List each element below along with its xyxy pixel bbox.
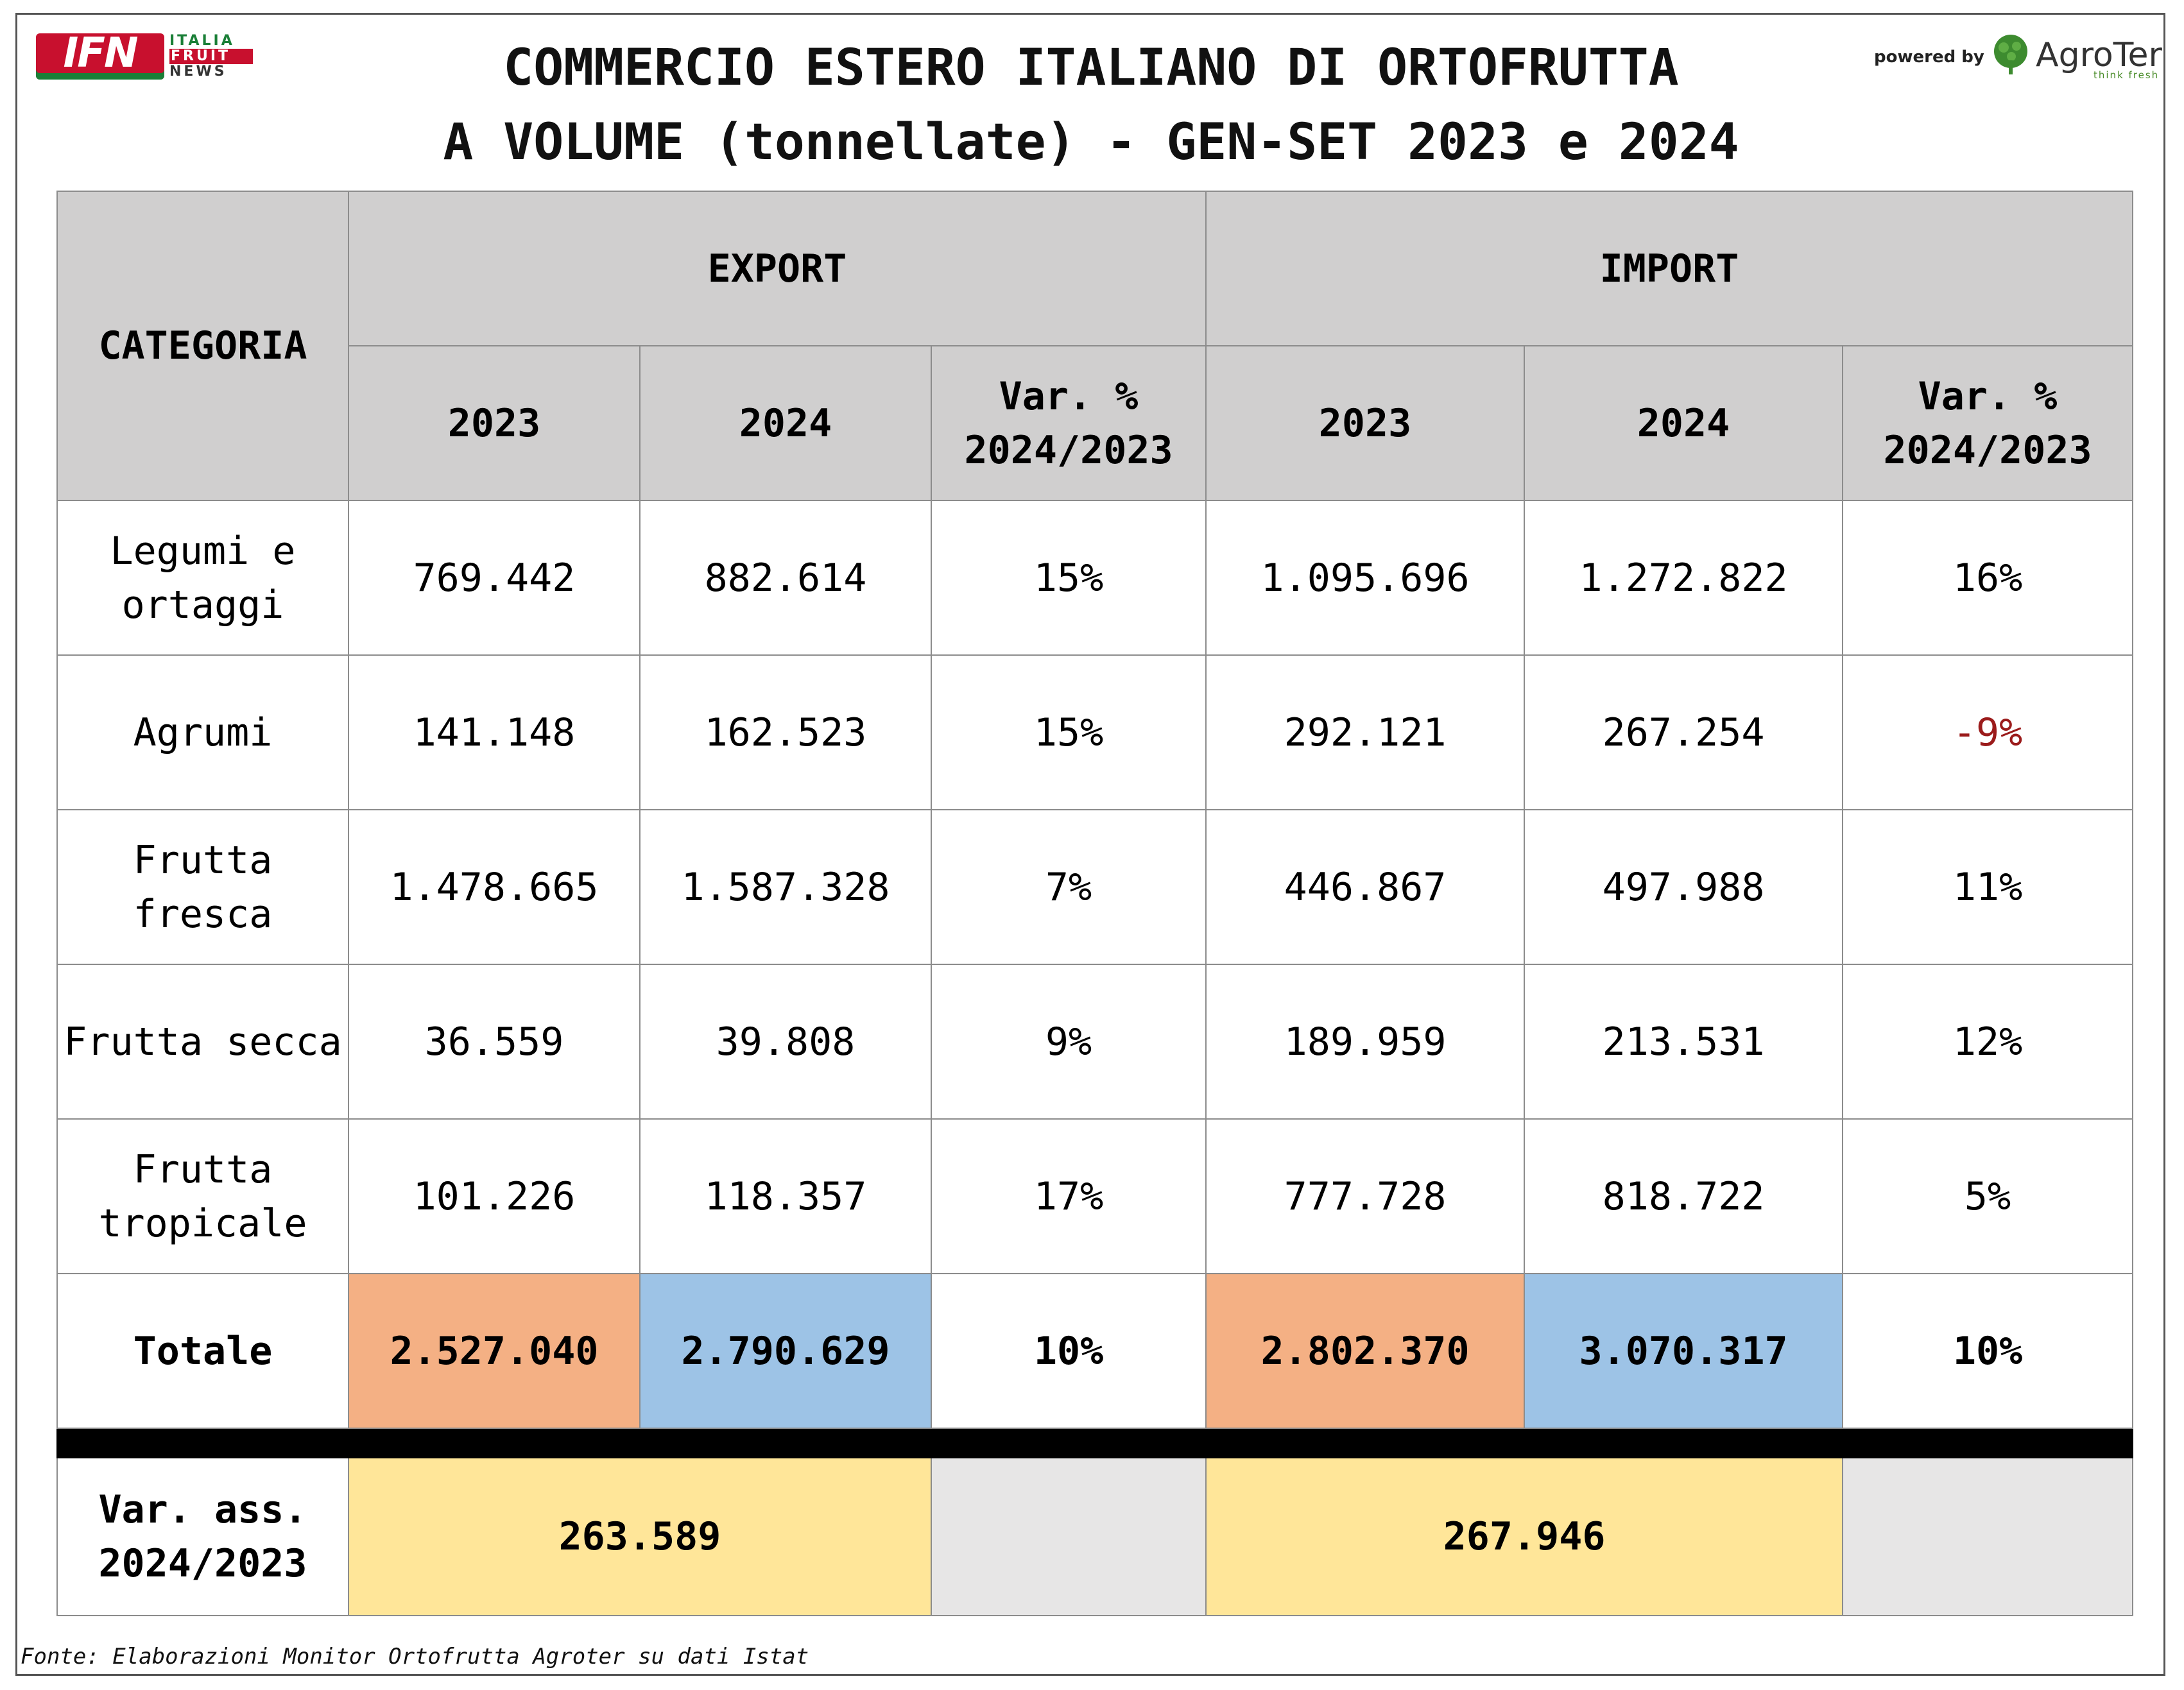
- ifn-logo-subtitle: ITALIA FRUIT NEWS: [169, 33, 253, 80]
- import-2024-cell: 213.531: [1524, 964, 1844, 1120]
- export-var-header: Var. % 2024/2023: [930, 345, 1207, 501]
- export-2023-cell: 101.226: [348, 1118, 641, 1274]
- import-2023-header: 2023: [1205, 345, 1526, 501]
- powered-by-label: powered by: [1874, 47, 1984, 67]
- ifn-logo-text: IFN: [63, 30, 138, 77]
- export-2023-cell: 1.478.665: [348, 809, 641, 965]
- import-var-cell: 16%: [1842, 500, 2134, 656]
- source-note: Fonte: Elaborazioni Monitor Ortofrutta A…: [21, 1644, 809, 1669]
- import-2024-cell: 818.722: [1524, 1118, 1844, 1274]
- total-import-var: 10%: [1842, 1273, 2134, 1429]
- import-2023-cell: 292.121: [1205, 654, 1526, 810]
- export-header: EXPORT: [347, 191, 1207, 346]
- category-cell: Frutta fresca: [56, 809, 349, 965]
- export-2024-header: 2024: [639, 345, 932, 501]
- import-2023-cell: 189.959: [1205, 964, 1526, 1120]
- export-2023-cell: 769.442: [348, 500, 641, 656]
- import-var-cell: 11%: [1842, 809, 2134, 965]
- category-cell: Frutta secca: [56, 964, 349, 1120]
- export-2023-header: 2023: [348, 345, 641, 501]
- export-2023-cell: 36.559: [348, 964, 641, 1120]
- total-row: Totale 2.527.040 2.790.629 10% 2.802.370…: [56, 1273, 2134, 1429]
- table-row: Frutta fresca 1.478.665 1.587.328 7% 446…: [56, 809, 2134, 965]
- import-2024-cell: 497.988: [1524, 809, 1844, 965]
- page-title-line-1: COMMERCIO ESTERO ITALIANO DI ORTOFRUTTA: [503, 39, 1679, 97]
- import-var-cell: 5%: [1842, 1118, 2134, 1274]
- ifn-logo-sub-2: FRUIT: [169, 49, 253, 64]
- table-row: Legumi e ortaggi 769.442 882.614 15% 1.0…: [56, 500, 2134, 656]
- abs-var-label: Var. ass. 2024/2023: [56, 1457, 349, 1616]
- table-row: Agrumi 141.148 162.523 15% 292.121 267.2…: [56, 654, 2134, 810]
- abs-var-empty-import: [1842, 1457, 2134, 1616]
- ifn-logo-sub-3: NEWS: [169, 64, 227, 80]
- abs-var-import: 267.946: [1205, 1457, 1844, 1616]
- import-2023-cell: 446.867: [1205, 809, 1526, 965]
- export-2024-cell: 39.808: [639, 964, 932, 1120]
- tree-icon: [1994, 35, 2027, 74]
- total-export-2023: 2.527.040: [348, 1273, 641, 1429]
- ifn-logo: IFN ITALIA FRUIT NEWS: [36, 33, 254, 85]
- category-header: CATEGORIA: [56, 191, 349, 501]
- total-export-var: 10%: [930, 1273, 1207, 1429]
- import-var-cell: 12%: [1842, 964, 2134, 1120]
- import-2023-cell: 777.728: [1205, 1118, 1526, 1274]
- import-2023-cell: 1.095.696: [1205, 500, 1526, 656]
- import-2024-cell: 267.254: [1524, 654, 1844, 810]
- export-2024-cell: 882.614: [639, 500, 932, 656]
- table-row: Frutta secca 36.559 39.808 9% 189.959 21…: [56, 964, 2134, 1120]
- category-cell: Frutta tropicale: [56, 1118, 349, 1274]
- import-2024-header: 2024: [1524, 345, 1844, 501]
- page-title-line-2: A VOLUME (tonnellate) - GEN-SET 2023 e 2…: [443, 114, 1739, 171]
- export-var-cell: 17%: [930, 1118, 1207, 1274]
- total-label: Totale: [56, 1273, 349, 1429]
- export-var-cell: 9%: [930, 964, 1207, 1120]
- export-2024-cell: 162.523: [639, 654, 932, 810]
- category-cell: Legumi e ortaggi: [56, 500, 349, 656]
- total-import-2023: 2.802.370: [1205, 1273, 1526, 1429]
- trade-table: CATEGORIA EXPORT IMPORT 2023 2024 Var. %…: [56, 191, 2134, 1616]
- total-export-2024: 2.790.629: [639, 1273, 932, 1429]
- export-2024-cell: 118.357: [639, 1118, 932, 1274]
- export-var-cell: 15%: [930, 500, 1207, 656]
- import-header: IMPORT: [1205, 191, 2134, 346]
- agroter-brand: AgroTer: [2036, 36, 2162, 74]
- export-2024-cell: 1.587.328: [639, 809, 932, 965]
- import-var-header: Var. % 2024/2023: [1842, 345, 2134, 501]
- export-2023-cell: 141.148: [348, 654, 641, 810]
- ifn-logo-sub-1: ITALIA: [169, 33, 235, 49]
- import-var-cell-negative: -9%: [1842, 654, 2134, 810]
- separator-bar: [56, 1428, 2134, 1458]
- export-var-cell: 15%: [930, 654, 1207, 810]
- ifn-logo-block: [36, 33, 164, 80]
- table-row: Frutta tropicale 101.226 118.357 17% 777…: [56, 1118, 2134, 1274]
- import-2024-cell: 1.272.822: [1524, 500, 1844, 656]
- abs-var-empty-export: [930, 1457, 1207, 1616]
- total-import-2024: 3.070.317: [1524, 1273, 1844, 1429]
- separator-cell: [56, 1428, 2134, 1458]
- export-var-cell: 7%: [930, 809, 1207, 965]
- abs-var-row: Var. ass. 2024/2023 263.589 267.946: [56, 1457, 2134, 1616]
- abs-var-export: 263.589: [348, 1457, 932, 1616]
- category-cell: Agrumi: [56, 654, 349, 810]
- agroter-tagline: think fresh: [2094, 69, 2160, 81]
